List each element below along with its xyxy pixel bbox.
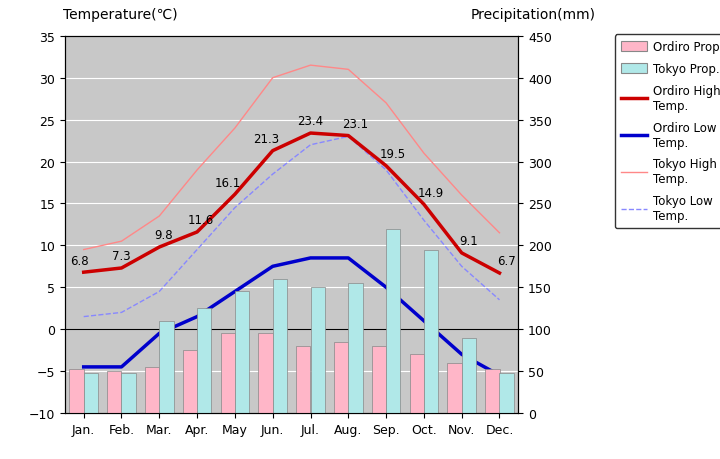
Bar bbox=[159, 321, 174, 413]
Bar bbox=[447, 363, 462, 413]
Bar bbox=[183, 350, 197, 413]
Text: 14.9: 14.9 bbox=[418, 186, 444, 199]
Text: Precipitation(mm): Precipitation(mm) bbox=[470, 8, 595, 22]
Bar bbox=[386, 229, 400, 413]
Text: 23.1: 23.1 bbox=[342, 118, 369, 131]
Text: 23.4: 23.4 bbox=[297, 115, 323, 128]
Text: 9.8: 9.8 bbox=[154, 229, 173, 242]
Bar bbox=[500, 373, 514, 413]
Text: 6.8: 6.8 bbox=[71, 254, 89, 267]
Legend: Ordiro Prop., Tokyo Prop., Ordiro High
Temp., Ordiro Low
Temp., Tokyo High
Temp.: Ordiro Prop., Tokyo Prop., Ordiro High T… bbox=[615, 35, 720, 229]
Bar bbox=[197, 308, 212, 413]
Text: 16.1: 16.1 bbox=[215, 176, 241, 189]
Bar bbox=[348, 284, 363, 413]
Bar bbox=[84, 373, 98, 413]
Bar bbox=[235, 292, 249, 413]
Bar bbox=[122, 373, 136, 413]
Bar bbox=[258, 334, 273, 413]
Text: 21.3: 21.3 bbox=[253, 133, 279, 146]
Bar bbox=[310, 288, 325, 413]
Bar bbox=[220, 334, 235, 413]
Bar bbox=[485, 369, 500, 413]
Text: 7.3: 7.3 bbox=[112, 250, 131, 263]
Bar bbox=[424, 250, 438, 413]
Bar bbox=[296, 346, 310, 413]
Text: 19.5: 19.5 bbox=[380, 148, 406, 161]
Bar bbox=[273, 279, 287, 413]
Text: 11.6: 11.6 bbox=[188, 214, 215, 227]
Bar bbox=[462, 338, 476, 413]
Text: Temperature(℃): Temperature(℃) bbox=[63, 8, 177, 22]
Text: 6.7: 6.7 bbox=[497, 255, 516, 268]
Text: 9.1: 9.1 bbox=[459, 235, 478, 248]
Bar bbox=[410, 354, 424, 413]
Bar bbox=[334, 342, 348, 413]
Bar bbox=[69, 369, 84, 413]
Bar bbox=[107, 371, 122, 413]
Bar bbox=[145, 367, 159, 413]
Bar bbox=[372, 346, 386, 413]
